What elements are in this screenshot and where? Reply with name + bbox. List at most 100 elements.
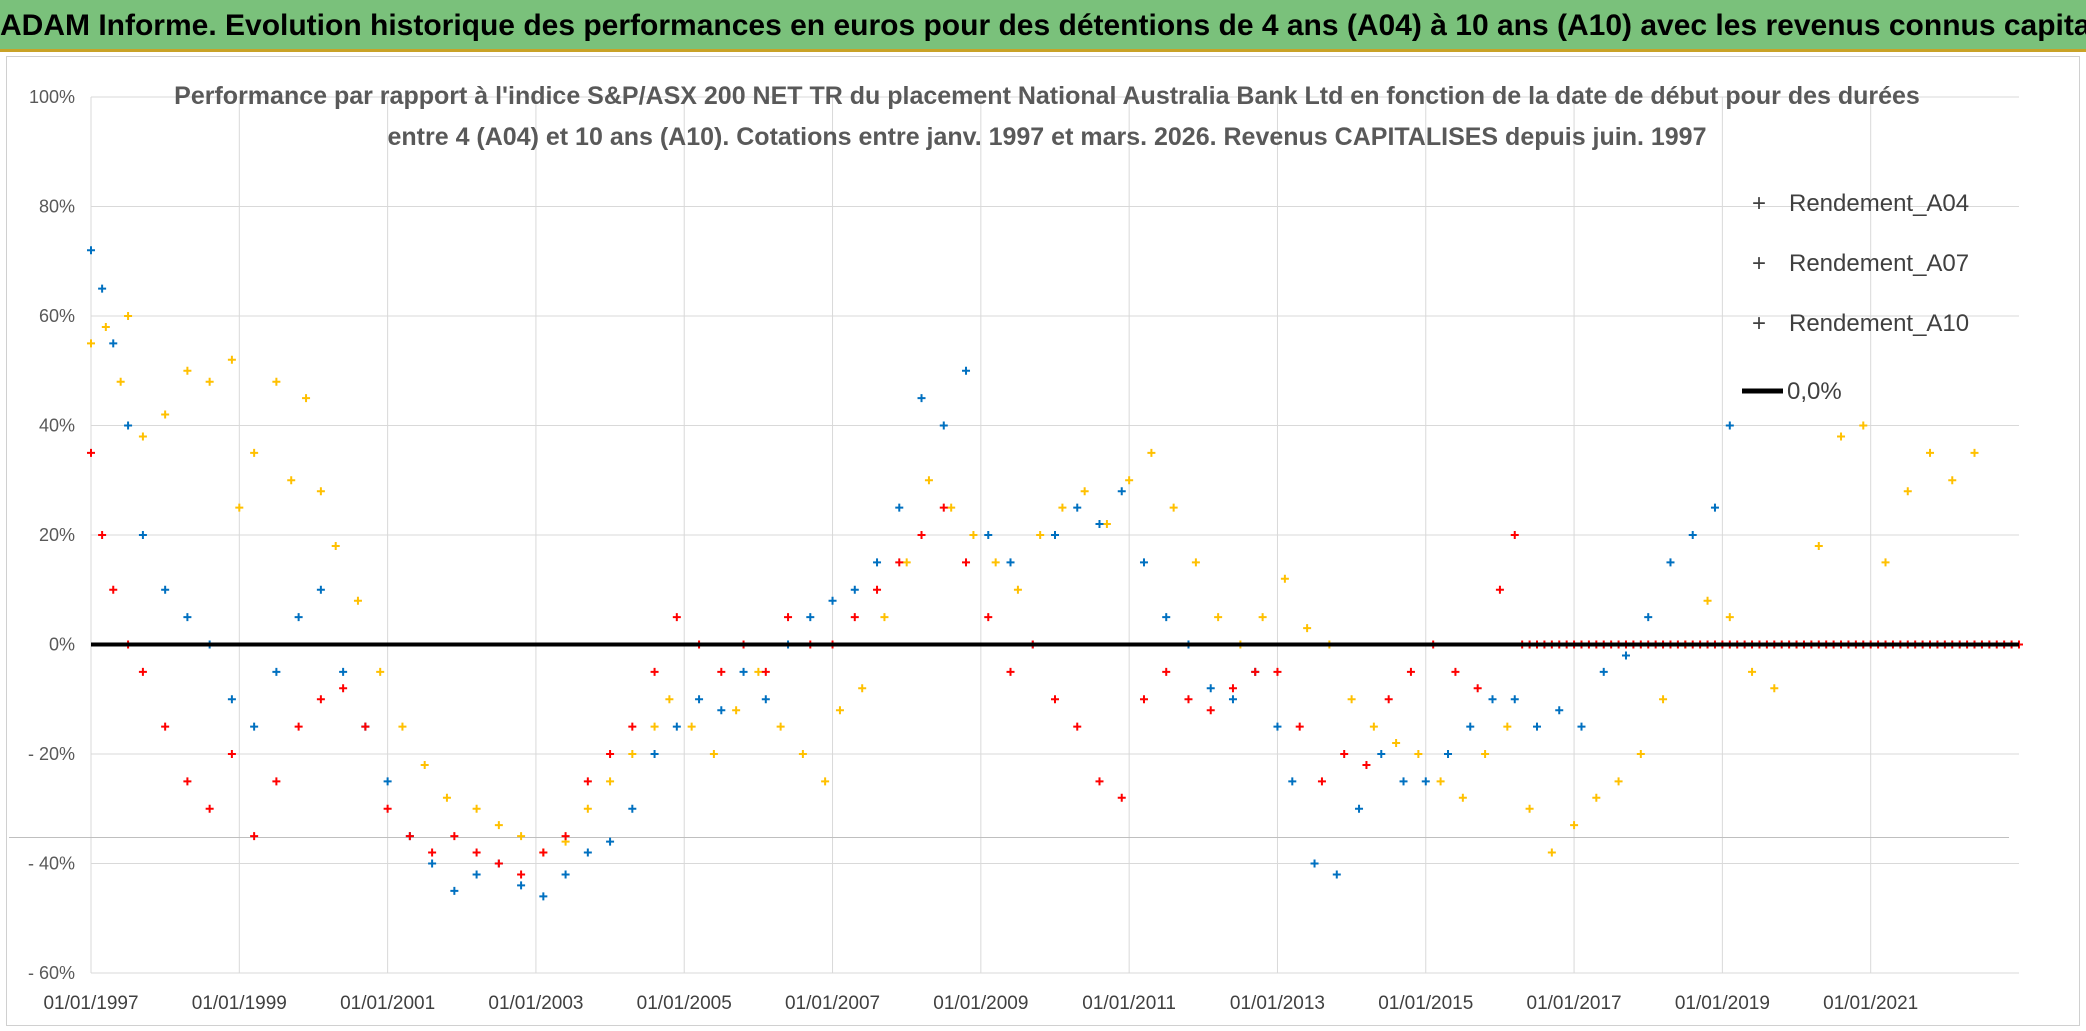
rendement-a10-point [1406, 667, 1415, 676]
rendement-a04-point [1481, 750, 1490, 758]
rendement-a04-point [1080, 487, 1089, 496]
rendement-a04-point [1392, 739, 1401, 748]
rendement-a07-point [1288, 777, 1297, 786]
rendement-a04-point [183, 366, 192, 375]
rendement-a04-point [1458, 793, 1467, 802]
rendement-a04-point [1970, 448, 1979, 457]
rendement-a10-point [1384, 695, 1393, 704]
rendement-a07-point [450, 886, 459, 895]
rendement-a10-point [1228, 684, 1237, 693]
rendement-a04-point [754, 667, 763, 676]
rendement-a04-point [1703, 596, 1712, 605]
rendement-a10-point [984, 613, 993, 622]
rendement-a04-point [287, 476, 296, 485]
y-tick-label: - 60% [28, 963, 75, 983]
rendement-a04-point [1369, 722, 1378, 731]
rendement-a10-point [1495, 585, 1504, 594]
y-tick-label: 80% [39, 197, 75, 217]
rendement-a04-point [1525, 804, 1534, 813]
rendement-a07-point [1332, 870, 1341, 879]
rendement-a10-point [339, 684, 348, 693]
rendement-a07-point [1488, 695, 1497, 704]
x-tick-label: 01/01/2017 [1527, 993, 1622, 1014]
rendement-a07-point [428, 859, 437, 868]
rendement-a04-point [517, 832, 526, 841]
rendement-a04-point [1147, 448, 1156, 457]
rendement-a10-point [650, 667, 659, 676]
scatter-chart: Performance par rapport à l'indice S&P/A… [9, 82, 2023, 1014]
rendement-a04-point [316, 487, 325, 496]
rendement-a07-point [1710, 503, 1719, 512]
rendement-a04-point [821, 777, 830, 786]
rendement-a04-point [331, 541, 340, 550]
rendement-a10-point [917, 531, 926, 539]
report-banner: ADAM Informe. Evolution historique des p… [0, 0, 2086, 52]
rendement-a10-point [717, 667, 726, 676]
legend-label-a10: Rendement_A10 [1789, 310, 1969, 337]
rendement-a07-point [183, 613, 192, 622]
rendement-a04-point [353, 596, 362, 605]
rendement-a04-point [1036, 531, 1045, 539]
rendement-a04-point [1903, 487, 1912, 496]
x-tick-label: 01/01/2003 [488, 993, 583, 1014]
rendement-a04-point [858, 684, 867, 693]
rendement-a07-point [138, 531, 147, 539]
rendement-a07-point [316, 585, 325, 594]
rendement-a04-point [1125, 476, 1134, 485]
rendement-a04-point [1748, 667, 1757, 676]
rendement-a04-point [947, 503, 956, 512]
rendement-a10-point [784, 613, 793, 622]
rendement-a04-point [116, 377, 125, 386]
rendement-a04-point [1570, 821, 1579, 830]
rendement-a07-point [895, 503, 904, 512]
rendement-a10-point [428, 848, 437, 857]
rendement-a04-point [227, 355, 236, 364]
rendement-a07-point [1510, 695, 1519, 704]
rendement-a04-point [420, 760, 429, 769]
y-tick-label: - 20% [28, 744, 75, 764]
rendement-a07-point [628, 804, 637, 813]
rendement-a04-point [665, 695, 674, 704]
rendement-a10-point [1473, 684, 1482, 693]
rendement-a07-point [1725, 421, 1734, 430]
rendement-a10-point [1295, 722, 1304, 731]
rendement-a07-point [109, 339, 118, 348]
rendement-a04-point [1547, 848, 1556, 857]
rendement-a07-point [1421, 777, 1430, 786]
rendement-a04-point [991, 558, 1000, 567]
rendement-a04-point [1814, 541, 1823, 550]
rendement-a04-point [1347, 695, 1356, 704]
rendement-a07-point [850, 585, 859, 594]
rendement-a07-point [984, 531, 993, 539]
rendement-a04-point [302, 394, 311, 403]
rendement-a04-point [1881, 558, 1890, 567]
rendement-a04-point [1837, 432, 1846, 441]
rendement-a04-point [1859, 421, 1868, 430]
rendement-a04-point [732, 706, 741, 715]
y-tick-label: 100% [29, 87, 75, 107]
rendement-a07-point [1117, 487, 1126, 496]
rendement-a10-point [1184, 695, 1193, 704]
chart-title-line1: Performance par rapport à l'indice S&P/A… [174, 82, 1920, 110]
rendement-a04-point [161, 410, 170, 419]
rendement-a10-point [227, 750, 236, 758]
rendement-a10-point [1139, 695, 1148, 704]
rendement-a10-point [294, 722, 303, 731]
rendement-a07-point [739, 667, 748, 676]
rendement-a04-point [442, 793, 451, 802]
rendement-a07-point [227, 695, 236, 704]
rendement-a07-point [962, 366, 971, 375]
x-tick-label: 01/01/2007 [785, 993, 880, 1014]
rendement-a10-point [1006, 667, 1015, 676]
rendement-a07-point [124, 421, 133, 430]
rendement-a07-point [1162, 613, 1171, 622]
rendement-a04-point [1058, 503, 1067, 512]
rendement-a04-point [798, 750, 807, 758]
legend: + Rendement_A04 + Rendement_A07 + Rendem… [1742, 190, 1969, 405]
rendement-a07-point [1533, 722, 1541, 731]
rendement-a07-point [272, 667, 281, 676]
rendement-a10-point [109, 585, 118, 594]
x-tick-label: 01/01/2019 [1675, 993, 1770, 1014]
rendement-a10-point [272, 777, 281, 786]
rendement-a10-point [1510, 531, 1519, 539]
